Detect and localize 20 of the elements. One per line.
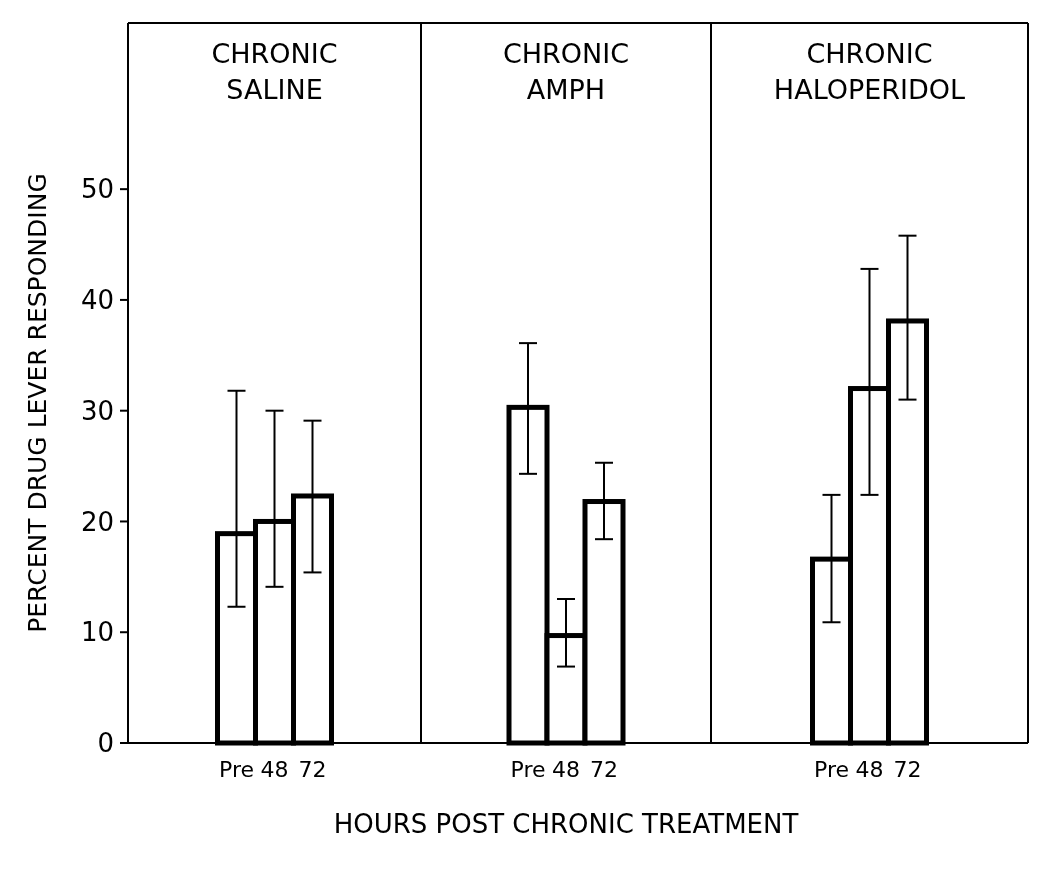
y-axis-title: PERCENT DRUG LEVER RESPONDING [23, 173, 52, 633]
y-tick-label: 0 [97, 728, 114, 759]
text: CHRONIC SALINE [211, 38, 338, 105]
x-tick-label: Pre [814, 757, 849, 782]
x-tick-label: 72 [590, 757, 618, 782]
x-tick-label: 48 [855, 757, 884, 782]
y-tick-label: 30 [80, 395, 114, 426]
x-tick-label: Pre [219, 757, 254, 782]
x-tick-label: Pre [510, 757, 546, 782]
y-tick-label: 50 [80, 174, 114, 205]
x-tick-label: 72 [298, 757, 327, 782]
text: CHRONIC HALOPERIDOL [773, 38, 966, 105]
y-tick-label: 10 [80, 617, 114, 648]
x-tick-label: 48 [552, 757, 580, 782]
y-tick-label: 20 [80, 506, 114, 537]
x-tick-label: 48 [260, 757, 289, 782]
text: CHRONIC AMPH [502, 38, 630, 105]
y-tick-label: 40 [80, 285, 114, 316]
x-tick-label: 72 [893, 757, 922, 782]
x-axis-title: HOURS POST CHRONIC TREATMENT [333, 809, 799, 839]
